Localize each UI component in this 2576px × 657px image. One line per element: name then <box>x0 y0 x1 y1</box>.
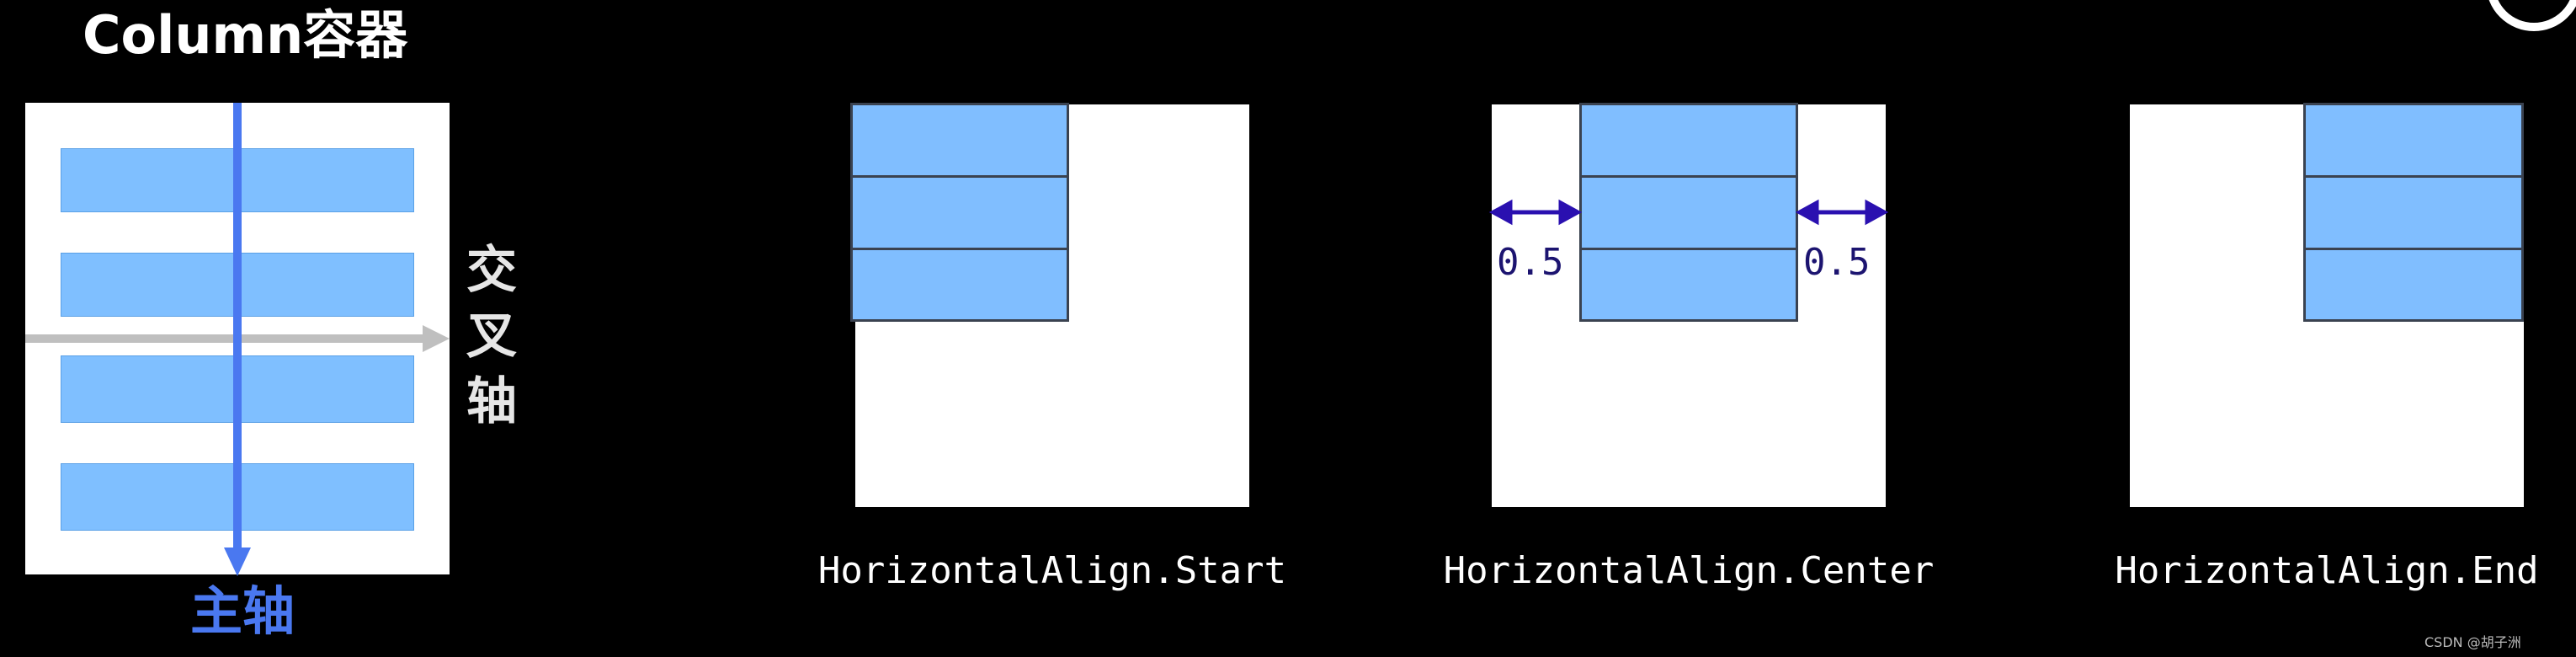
end-item-2 <box>2303 175 2524 250</box>
right-gap-label: 0.5 <box>1803 241 1871 284</box>
caption-start: HorizontalAlign.Start <box>817 549 1287 592</box>
cross-axis-arrowhead <box>423 325 450 352</box>
caption-center: HorizontalAlign.Center <box>1443 549 1935 592</box>
end-item-1 <box>2303 103 2524 178</box>
main-axis-arrowhead <box>224 548 251 576</box>
left-gap-label: 0.5 <box>1497 241 1564 284</box>
start-item-2 <box>850 175 1069 250</box>
page-title: Column容器 <box>82 4 408 66</box>
caption-end: HorizontalAlign.End <box>2115 549 2539 592</box>
end-item-3 <box>2303 248 2524 322</box>
center-item-3 <box>1579 248 1798 322</box>
cross-axis-label: 交叉轴 <box>466 241 517 431</box>
start-item-1 <box>850 103 1069 178</box>
watermark: CSDN @胡子洲 <box>2424 634 2521 650</box>
main-axis-label: 主轴 <box>189 580 295 642</box>
start-item-3 <box>850 248 1069 322</box>
